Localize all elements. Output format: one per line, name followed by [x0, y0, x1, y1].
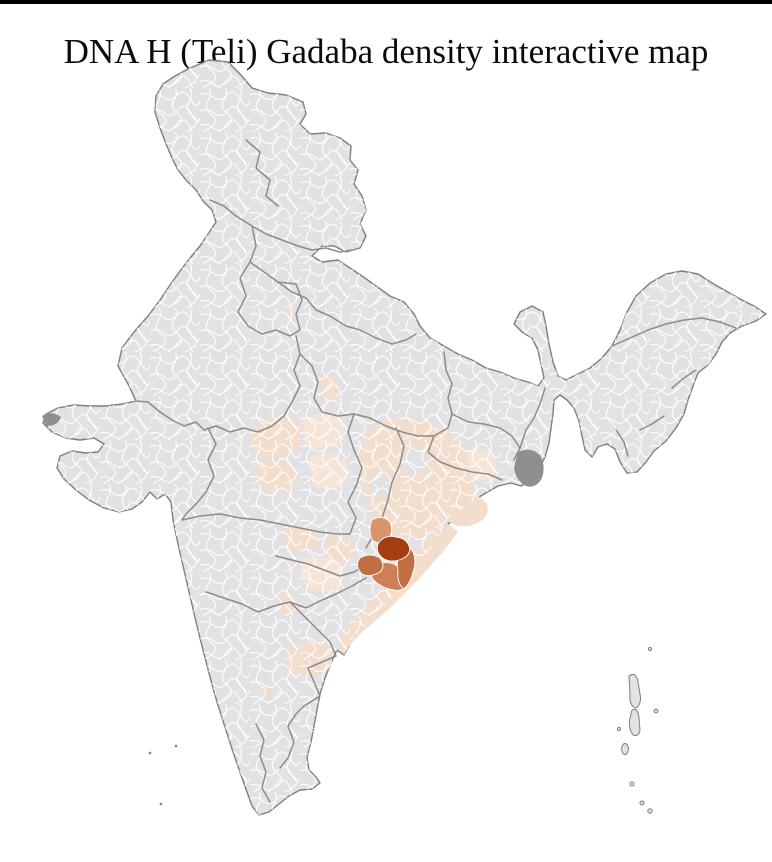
top-bar	[0, 0, 772, 4]
page-title: DNA H (Teli) Gadaba density interactive …	[63, 32, 709, 72]
kori-creek-patch	[42, 413, 61, 426]
high-density-cluster[interactable]	[357, 517, 416, 591]
dark-patches	[42, 413, 544, 487]
state-borders	[135, 139, 737, 803]
density-district-west-orange[interactable]	[357, 554, 384, 577]
sundarbans-patch	[514, 449, 544, 487]
density-district-maximum[interactable]	[376, 535, 411, 562]
lakshadweep-islands	[148, 744, 178, 806]
andaman-nicobar-islands[interactable]	[616, 646, 659, 814]
